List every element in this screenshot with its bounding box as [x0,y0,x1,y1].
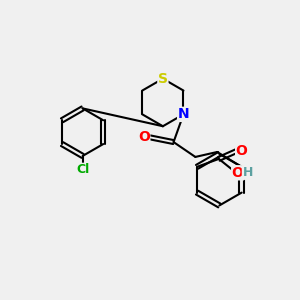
Text: H: H [242,166,253,179]
Text: Cl: Cl [76,163,89,176]
Text: S: S [158,72,168,86]
Text: O: O [138,130,150,144]
Text: O: O [236,144,248,158]
Text: O: O [232,166,244,180]
Text: N: N [178,107,189,121]
